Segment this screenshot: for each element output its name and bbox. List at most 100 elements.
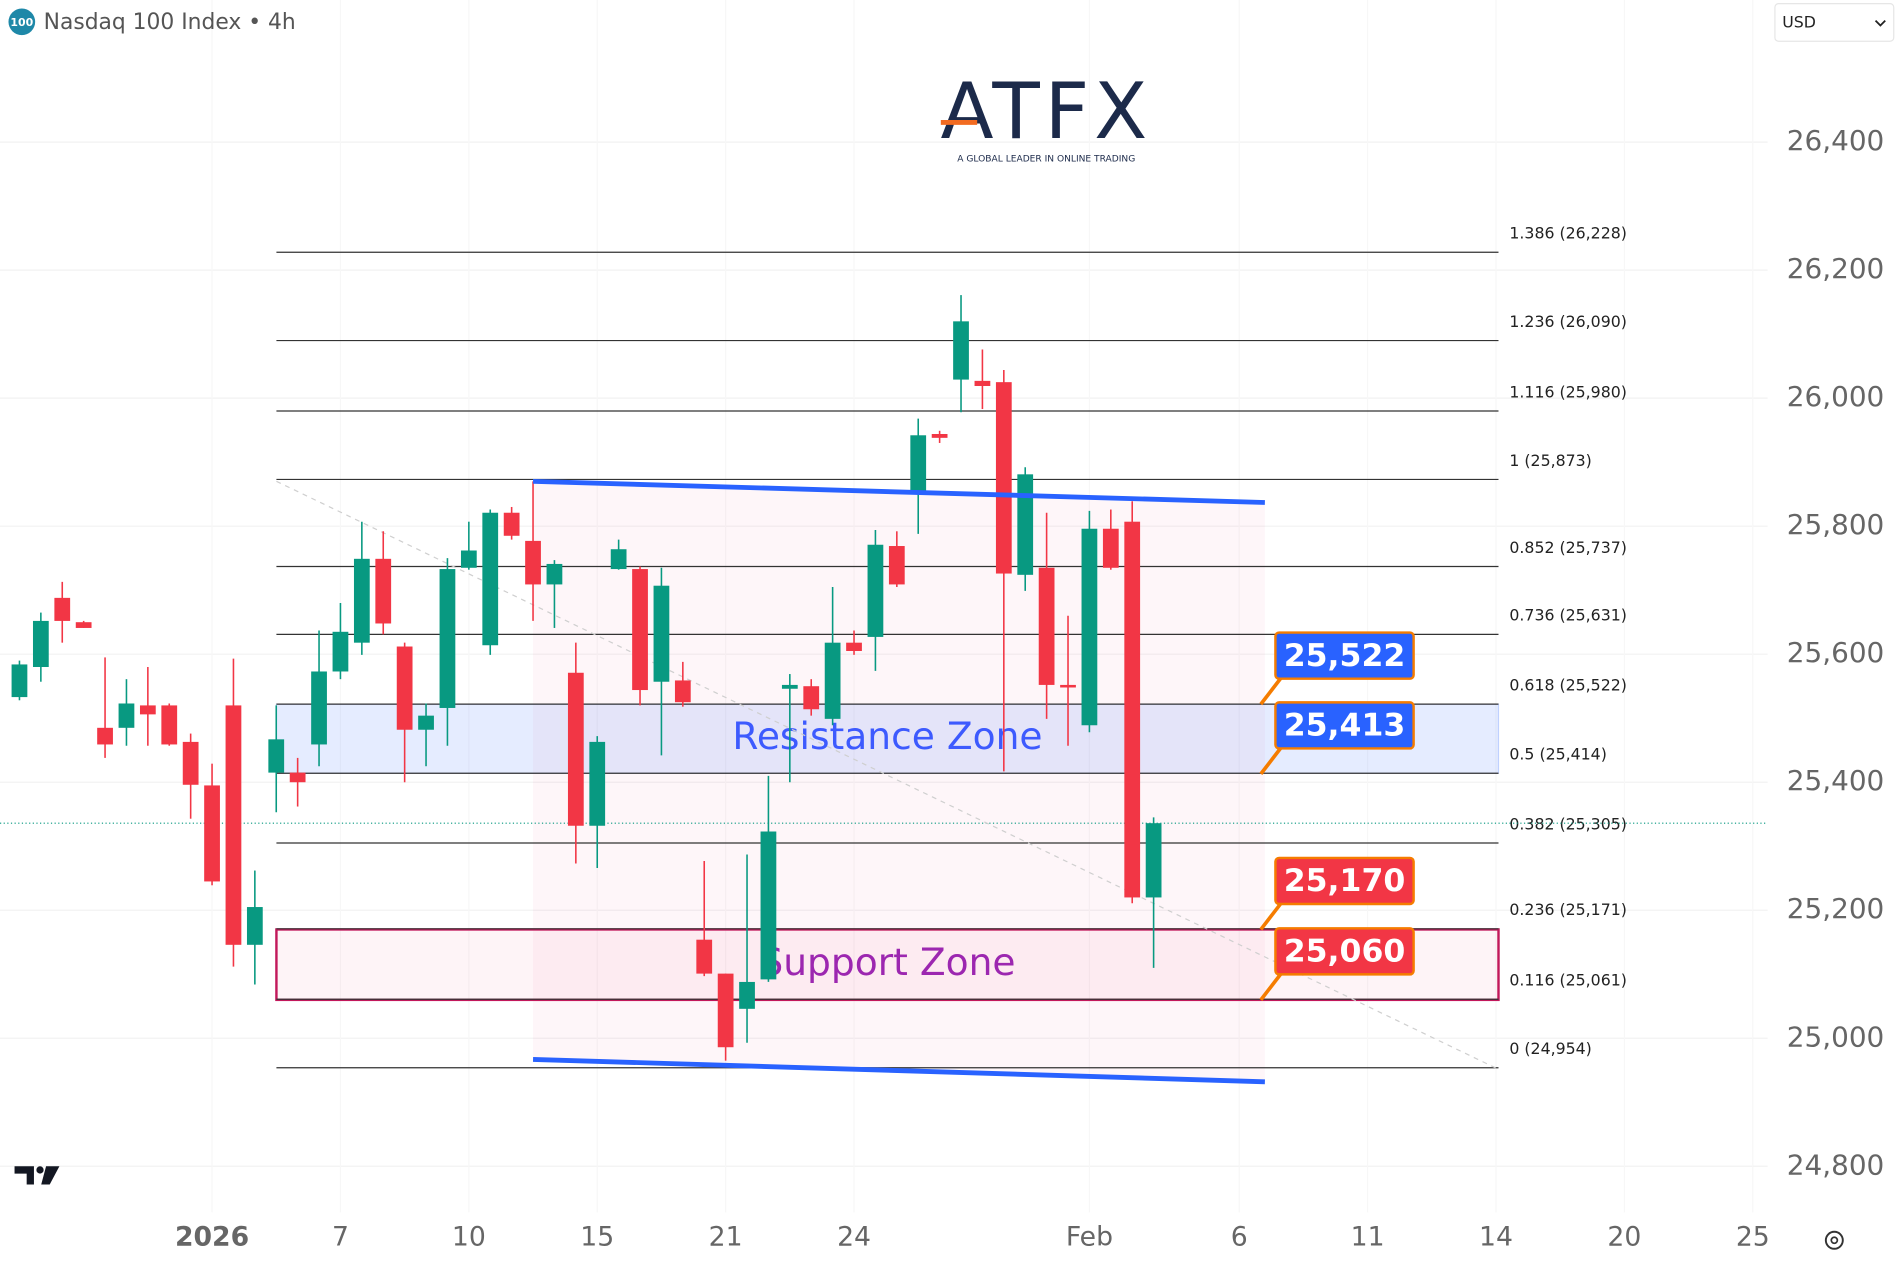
candle-body xyxy=(953,321,969,380)
fib-label: 0.382 (25,305) xyxy=(1509,814,1627,833)
candle-body xyxy=(525,540,541,585)
y-tick-label: 25,600 xyxy=(1787,636,1885,669)
settings-icon[interactable] xyxy=(1824,1230,1844,1250)
fib-label: 1.236 (26,090) xyxy=(1509,312,1627,331)
candle-body xyxy=(482,512,499,646)
candle-body xyxy=(1060,684,1076,688)
candle-body xyxy=(1145,823,1162,898)
candle-body xyxy=(760,831,777,980)
zone-label: Support Zone xyxy=(759,940,1015,984)
candle-body xyxy=(1102,528,1119,568)
y-tick-label: 25,200 xyxy=(1787,892,1885,925)
candle-body xyxy=(139,705,156,715)
x-tick-label: 6 xyxy=(1231,1221,1248,1252)
mid-layer xyxy=(11,295,1162,1061)
candle-body xyxy=(867,544,884,637)
candle-body xyxy=(54,597,71,621)
chart-title: Nasdaq 100 Index • 4h xyxy=(44,10,296,35)
x-tick-label: 15 xyxy=(580,1221,614,1252)
y-tick-label: 26,000 xyxy=(1787,380,1885,413)
candle-body xyxy=(246,907,263,945)
fib-label: 0.5 (25,414) xyxy=(1509,745,1606,764)
currency-dropdown[interactable] xyxy=(1774,3,1895,42)
symbol-badge xyxy=(8,8,36,36)
candle-body xyxy=(781,684,798,689)
price-label-box xyxy=(1274,927,1415,976)
candle-body xyxy=(161,705,178,745)
candle-body xyxy=(418,715,434,730)
candle-body xyxy=(204,785,220,882)
candle-body xyxy=(439,569,456,708)
candle-body xyxy=(610,549,627,570)
candle-body xyxy=(931,434,948,438)
candle-body xyxy=(717,973,734,1048)
candle-body xyxy=(632,569,648,691)
candle-body xyxy=(289,772,306,783)
candle-body xyxy=(546,563,563,585)
price-label: 25,522 xyxy=(1284,638,1406,674)
candle-body xyxy=(803,686,820,710)
candle-body xyxy=(567,672,584,826)
candle-body xyxy=(332,631,349,672)
candle-body xyxy=(375,558,392,624)
candle-body xyxy=(589,741,606,826)
zone-label: Resistance Zone xyxy=(732,714,1042,758)
y-tick-label: 25,000 xyxy=(1787,1020,1885,1053)
candle-body xyxy=(739,981,755,1009)
candle-body xyxy=(1081,528,1098,726)
y-tick-label: 26,200 xyxy=(1787,252,1885,285)
candle-body xyxy=(653,585,670,682)
candle-body xyxy=(460,550,477,568)
tv-logo-slash xyxy=(41,1166,60,1185)
candle-body xyxy=(118,703,135,728)
candle-body xyxy=(696,939,713,974)
candle-body xyxy=(182,741,199,785)
candle-body xyxy=(974,380,991,386)
candle-body xyxy=(11,664,28,698)
x-tick-label: 25 xyxy=(1736,1221,1770,1252)
price-label: 25,170 xyxy=(1284,863,1406,899)
tv-logo xyxy=(14,1166,34,1185)
candle-body xyxy=(75,622,92,628)
x-tick-label: 7 xyxy=(332,1221,349,1252)
fib-label: 1.116 (25,980) xyxy=(1509,382,1627,401)
candle-body xyxy=(995,382,1012,574)
candle-body xyxy=(910,435,927,494)
candle-body xyxy=(1038,567,1055,685)
y-tick-label: 25,400 xyxy=(1787,764,1885,797)
x-tick-label: 2026 xyxy=(175,1221,249,1252)
price-label-box xyxy=(1274,701,1415,750)
candle-body xyxy=(396,646,413,730)
candle-body xyxy=(1124,521,1141,898)
x-tick-label: 21 xyxy=(709,1221,743,1252)
y-tick-label: 24,800 xyxy=(1787,1148,1885,1181)
x-tick-label: 24 xyxy=(837,1221,871,1252)
fib-label: 0.852 (25,737) xyxy=(1509,538,1627,557)
candle-body xyxy=(1017,474,1034,575)
candle-body xyxy=(32,620,49,668)
candle-body xyxy=(674,680,691,703)
front-layer: 24,800 25,000 25,200 25,400 25,600 25,800 26,0… xyxy=(175,124,1884,1252)
x-tick-label: 14 xyxy=(1479,1221,1513,1252)
candle-body xyxy=(824,642,841,719)
y-tick-label: 26,400 xyxy=(1787,124,1885,157)
fib-label: 0.236 (25,171) xyxy=(1509,900,1627,919)
channel-line xyxy=(532,478,1265,505)
channel-line xyxy=(532,1056,1265,1085)
dropdown-chevron xyxy=(1874,19,1886,27)
fib-label: 0.618 (25,522) xyxy=(1509,675,1627,694)
candle-body xyxy=(846,642,862,651)
price-label: 25,060 xyxy=(1284,934,1406,970)
x-tick-label: 11 xyxy=(1351,1221,1385,1252)
tv-logo-dot xyxy=(36,1166,44,1174)
fib-label: 0.116 (25,061) xyxy=(1509,971,1627,990)
fib-label: 1 (25,873) xyxy=(1509,451,1591,470)
x-tick-label: 10 xyxy=(452,1221,486,1252)
price-label-box xyxy=(1274,631,1415,680)
candle-body xyxy=(311,671,327,745)
candle-body xyxy=(353,558,370,643)
price-label-box xyxy=(1274,856,1415,906)
candle-body xyxy=(97,727,113,745)
